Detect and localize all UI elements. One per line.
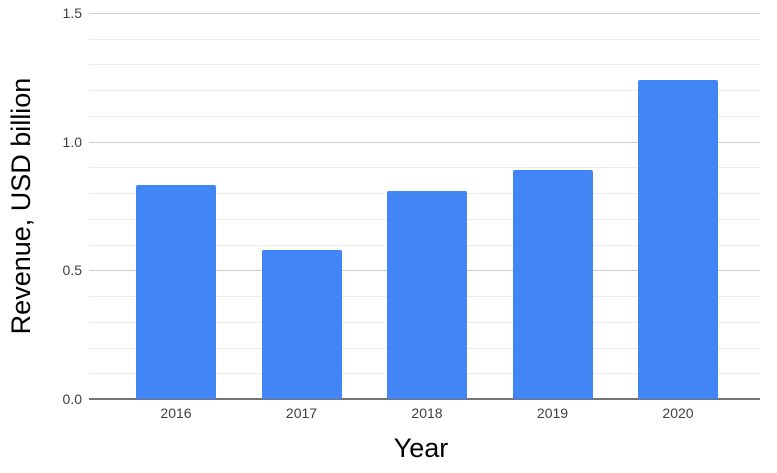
minor-gridline [89,90,760,92]
minor-gridline [89,64,760,66]
bar-2018 [387,190,467,399]
x-axis-line [89,398,760,400]
x-tick-label: 2017 [285,405,318,421]
x-tick-label: 2018 [411,405,443,421]
x-axis-title: Year [393,433,449,463]
x-tick-label: 2019 [536,405,569,421]
plot-area [89,13,760,400]
y-tick-label: 0.5 [62,262,82,279]
y-tick-label: 1.5 [62,5,82,21]
minor-gridline [89,38,760,40]
y-tick-label: 0.0 [62,391,82,407]
major-gridline [89,13,760,14]
x-tick-label: 2016 [160,405,192,421]
minor-gridline [89,115,760,117]
major-gridline [89,141,760,143]
x-tick-label: 2020 [662,405,694,421]
bar-2019 [512,169,593,399]
bar-2017 [261,249,342,399]
bar-2020 [638,79,718,399]
y-tick-label: 1.0 [62,133,82,150]
minor-gridline [89,167,760,169]
y-axis-title: Revenue, USD billion [6,77,36,335]
bar-2016 [136,185,216,399]
